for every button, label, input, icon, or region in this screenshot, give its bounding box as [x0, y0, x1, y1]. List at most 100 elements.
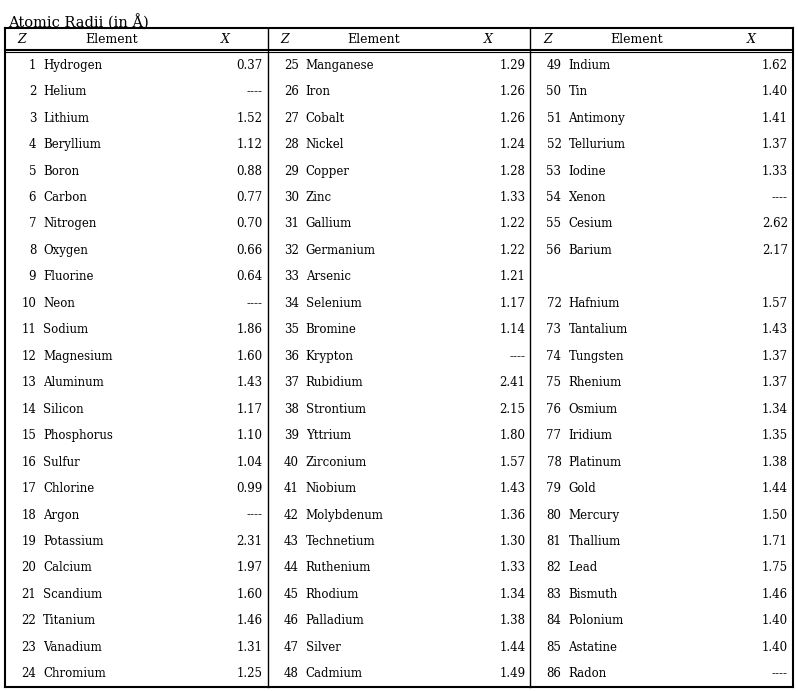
Text: 78: 78: [547, 455, 562, 468]
Text: 72: 72: [547, 297, 562, 310]
Text: Platinum: Platinum: [568, 455, 622, 468]
Text: Chlorine: Chlorine: [43, 482, 94, 495]
Text: Manganese: Manganese: [306, 59, 374, 72]
Text: Element: Element: [348, 32, 401, 46]
Text: 20: 20: [22, 561, 36, 574]
Text: Mercury: Mercury: [568, 509, 619, 522]
Text: Technetium: Technetium: [306, 535, 375, 548]
Text: 1.57: 1.57: [762, 297, 788, 310]
Text: 1.75: 1.75: [762, 561, 788, 574]
Text: Titanium: Titanium: [43, 614, 97, 627]
Text: 1.24: 1.24: [500, 138, 525, 151]
Text: 50: 50: [547, 85, 562, 98]
Text: Chromium: Chromium: [43, 668, 106, 680]
Text: 73: 73: [547, 323, 562, 337]
Text: 1.17: 1.17: [237, 403, 263, 416]
Text: 1.29: 1.29: [500, 59, 525, 72]
Text: 1.60: 1.60: [236, 350, 263, 363]
Text: Cadmium: Cadmium: [306, 668, 363, 680]
Text: Xenon: Xenon: [568, 191, 606, 204]
Text: Copper: Copper: [306, 164, 350, 178]
Text: 1.60: 1.60: [236, 588, 263, 601]
Text: 2.41: 2.41: [500, 376, 525, 389]
Text: 42: 42: [284, 509, 298, 522]
Text: 14: 14: [22, 403, 36, 416]
Text: 48: 48: [284, 668, 298, 680]
Text: Z: Z: [280, 32, 289, 46]
Text: ----: ----: [247, 85, 263, 98]
Text: 45: 45: [284, 588, 298, 601]
Text: Molybdenum: Molybdenum: [306, 509, 384, 522]
Text: 1.57: 1.57: [500, 455, 525, 468]
Text: ----: ----: [247, 297, 263, 310]
Text: 9: 9: [29, 270, 36, 283]
Text: 1.46: 1.46: [762, 588, 788, 601]
Text: 32: 32: [284, 244, 298, 257]
Text: 8: 8: [29, 244, 36, 257]
Text: 34: 34: [284, 297, 298, 310]
Text: 26: 26: [284, 85, 298, 98]
Text: Helium: Helium: [43, 85, 86, 98]
Text: 1.44: 1.44: [500, 641, 525, 654]
Text: 1.71: 1.71: [762, 535, 788, 548]
Text: 1.35: 1.35: [762, 429, 788, 442]
Text: 39: 39: [284, 429, 298, 442]
Text: 12: 12: [22, 350, 36, 363]
Text: Fluorine: Fluorine: [43, 270, 93, 283]
Text: 56: 56: [547, 244, 562, 257]
Text: 1.34: 1.34: [500, 588, 525, 601]
Text: Bromine: Bromine: [306, 323, 357, 337]
Text: X: X: [221, 32, 230, 46]
Text: 1.50: 1.50: [762, 509, 788, 522]
Text: 46: 46: [284, 614, 298, 627]
Text: X: X: [747, 32, 756, 46]
Text: 1.49: 1.49: [500, 668, 525, 680]
Text: 1.21: 1.21: [500, 270, 525, 283]
Text: 1: 1: [29, 59, 36, 72]
Text: Barium: Barium: [568, 244, 612, 257]
Text: Yttrium: Yttrium: [306, 429, 351, 442]
Text: Silver: Silver: [306, 641, 341, 654]
Text: 1.37: 1.37: [762, 138, 788, 151]
Text: 1.30: 1.30: [500, 535, 525, 548]
Text: 83: 83: [547, 588, 562, 601]
Text: 1.36: 1.36: [500, 509, 525, 522]
Text: Zirconium: Zirconium: [306, 455, 367, 468]
Text: 21: 21: [22, 588, 36, 601]
Text: 47: 47: [284, 641, 298, 654]
Text: 1.25: 1.25: [237, 668, 263, 680]
Text: 38: 38: [284, 403, 298, 416]
Text: 1.40: 1.40: [762, 614, 788, 627]
Text: Antimony: Antimony: [568, 112, 625, 124]
Text: 3: 3: [29, 112, 36, 124]
Text: 1.26: 1.26: [500, 85, 525, 98]
Text: 76: 76: [547, 403, 562, 416]
Text: 41: 41: [284, 482, 298, 495]
Text: 6: 6: [29, 191, 36, 204]
Text: 54: 54: [547, 191, 562, 204]
Text: 19: 19: [22, 535, 36, 548]
Text: 1.80: 1.80: [500, 429, 525, 442]
Text: Element: Element: [610, 32, 663, 46]
Text: 2.15: 2.15: [500, 403, 525, 416]
Text: Carbon: Carbon: [43, 191, 87, 204]
Text: Silicon: Silicon: [43, 403, 84, 416]
Text: 25: 25: [284, 59, 298, 72]
Text: 23: 23: [22, 641, 36, 654]
Text: X: X: [484, 32, 492, 46]
Text: ----: ----: [772, 191, 788, 204]
Text: Germanium: Germanium: [306, 244, 376, 257]
Text: 1.38: 1.38: [762, 455, 788, 468]
Text: 81: 81: [547, 535, 562, 548]
Text: 1.62: 1.62: [762, 59, 788, 72]
Text: Vanadium: Vanadium: [43, 641, 102, 654]
Text: 1.17: 1.17: [500, 297, 525, 310]
Text: 80: 80: [547, 509, 562, 522]
Text: Z: Z: [543, 32, 551, 46]
Text: 16: 16: [22, 455, 36, 468]
Text: Palladium: Palladium: [306, 614, 365, 627]
Text: 51: 51: [547, 112, 562, 124]
Text: 0.37: 0.37: [236, 59, 263, 72]
Text: 4: 4: [29, 138, 36, 151]
Text: 31: 31: [284, 218, 298, 231]
